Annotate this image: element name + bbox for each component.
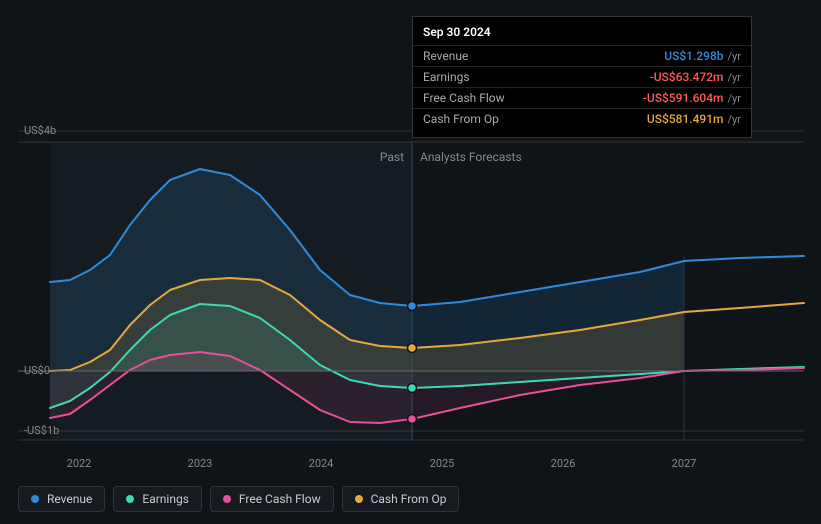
tooltip-row: Cash From Op US$581.491m/yr (413, 108, 751, 129)
tooltip-row-unit: /yr (728, 50, 741, 63)
tooltip-row-label: Cash From Op (423, 112, 499, 126)
financials-chart: US$4b US$0 -US$1b 2022 2023 2024 2025 2026 2027… (0, 0, 821, 524)
chart-tooltip: Sep 30 2024 Revenue US$1.298b/yr Earnings -… (412, 16, 752, 138)
tooltip-date: Sep 30 2024 (413, 25, 751, 45)
legend-item-label: Revenue (47, 492, 92, 506)
x-axis-label: 2027 (672, 457, 697, 470)
tooltip-row: Free Cash Flow -US$591.604m/yr (413, 87, 751, 108)
x-axis-label: 2026 (551, 457, 576, 470)
legend-item-label: Earnings (142, 492, 189, 506)
tooltip-row-unit: /yr (728, 92, 741, 105)
legend-item-free_cash_flow[interactable]: Free Cash Flow (210, 486, 334, 512)
tooltip-row-value: -US$63.472m (650, 70, 724, 84)
region-label-forecast: Analysts Forecasts (420, 150, 522, 164)
tooltip-row-value: US$1.298b (664, 49, 723, 63)
legend-item-earnings[interactable]: Earnings (113, 486, 202, 512)
tooltip-row-label: Revenue (423, 49, 468, 63)
x-axis-label: 2024 (309, 457, 334, 470)
legend-dot-icon (126, 495, 134, 503)
tooltip-row-unit: /yr (728, 113, 741, 126)
y-axis-label: US$0 (24, 364, 50, 377)
tooltip-row-value: -US$591.604m (643, 91, 724, 105)
legend-dot-icon (31, 495, 39, 503)
chart-legend: Revenue Earnings Free Cash Flow Cash From O… (18, 486, 459, 512)
legend-dot-icon (355, 495, 363, 503)
tooltip-row-label: Free Cash Flow (423, 91, 505, 105)
tooltip-row-label: Earnings (423, 70, 470, 84)
tooltip-row: Revenue US$1.298b/yr (413, 45, 751, 66)
y-axis-label: -US$1b (24, 424, 59, 437)
legend-dot-icon (223, 495, 231, 503)
region-label-past: Past (380, 150, 404, 164)
x-axis-label: 2023 (188, 457, 213, 470)
legend-item-cash_from_op[interactable]: Cash From Op (342, 486, 460, 512)
legend-item-label: Cash From Op (371, 492, 447, 506)
tooltip-row-unit: /yr (728, 71, 741, 84)
tooltip-row: Earnings -US$63.472m/yr (413, 66, 751, 87)
x-axis-label: 2022 (67, 457, 92, 470)
legend-item-revenue[interactable]: Revenue (18, 486, 105, 512)
y-axis-label: US$4b (24, 124, 56, 137)
legend-item-label: Free Cash Flow (239, 492, 321, 506)
tooltip-row-value: US$581.491m (647, 112, 724, 126)
x-axis-label: 2025 (430, 457, 455, 470)
